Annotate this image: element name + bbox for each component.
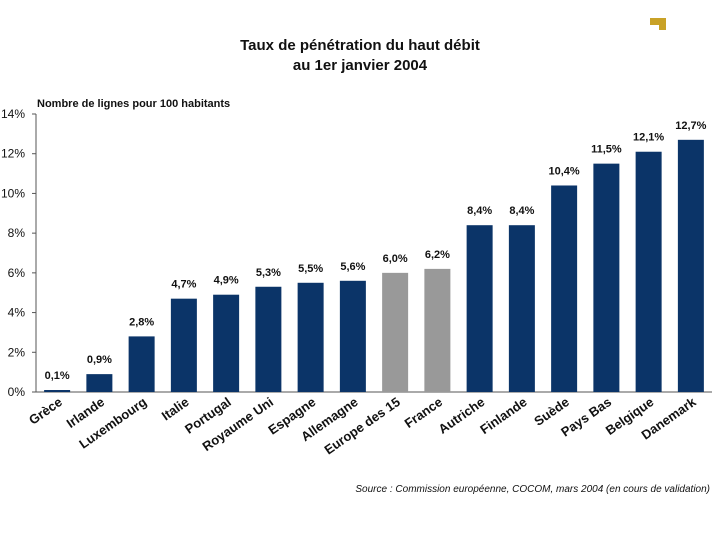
bar [170,298,197,392]
bar [213,294,240,392]
logo-icon [650,18,666,30]
chart-title-line2: au 1er janvier 2004 [292,57,428,74]
bar [255,286,282,392]
data-label: 5,6% [340,261,365,273]
data-label: 2,8% [129,316,154,328]
y-tick-label: 10% [1,186,25,200]
x-tick-label: Finlande [477,394,529,437]
x-tick-label: Europe des 15 [321,394,402,457]
y-tick-label: 14% [1,107,25,121]
data-label: 0,9% [87,354,112,366]
bar [297,282,324,392]
y-axis-label: Nombre de lignes pour 100 habitants [37,98,230,110]
data-label: 8,4% [509,205,534,217]
bar [128,336,155,392]
y-tick-label: 12% [1,147,25,161]
data-label: 11,5% [591,144,622,156]
y-tick-label: 6% [8,266,26,280]
x-tick-label: Grèce [26,394,65,427]
y-tick-label: 4% [8,306,26,320]
data-label: 12,1% [633,132,664,144]
bar [339,280,366,392]
x-tick-label: Autriche [436,394,488,437]
x-tick-label: Italie [159,394,192,423]
data-label: 5,3% [256,267,281,279]
bar [466,225,493,392]
bar [382,272,409,392]
data-label: 4,9% [214,275,239,287]
chart-title: Taux de pénétration du haut débit au 1er… [150,36,570,76]
data-label: 12,7% [675,120,706,132]
bar [44,390,71,392]
data-label: 6,0% [383,253,408,265]
data-label: 0,1% [45,370,70,382]
y-tick-label: 8% [8,226,26,240]
bar [677,139,704,392]
bar [508,225,535,392]
source-note: Source : Commission européenne, COCOM, m… [355,484,710,495]
bar [86,374,113,392]
data-label: 8,4% [467,205,492,217]
data-label: 4,7% [171,279,196,291]
data-label: 10,4% [549,165,580,177]
bar [635,151,662,392]
y-tick-label: 0% [8,385,26,399]
bars [44,139,704,392]
bar [551,185,578,392]
bar [593,163,620,392]
chart-title-line1: Taux de pénétration du haut débit [240,37,480,54]
data-label: 6,2% [425,249,450,261]
data-label: 5,5% [298,263,323,275]
y-tick-label: 2% [8,345,26,359]
value-labels: 0,1% 0,9% 2,8% 4,7% 4,9% 5,3% 5,5% 5,6% 6,0% 6,2%… [45,120,707,382]
bar [424,268,451,392]
